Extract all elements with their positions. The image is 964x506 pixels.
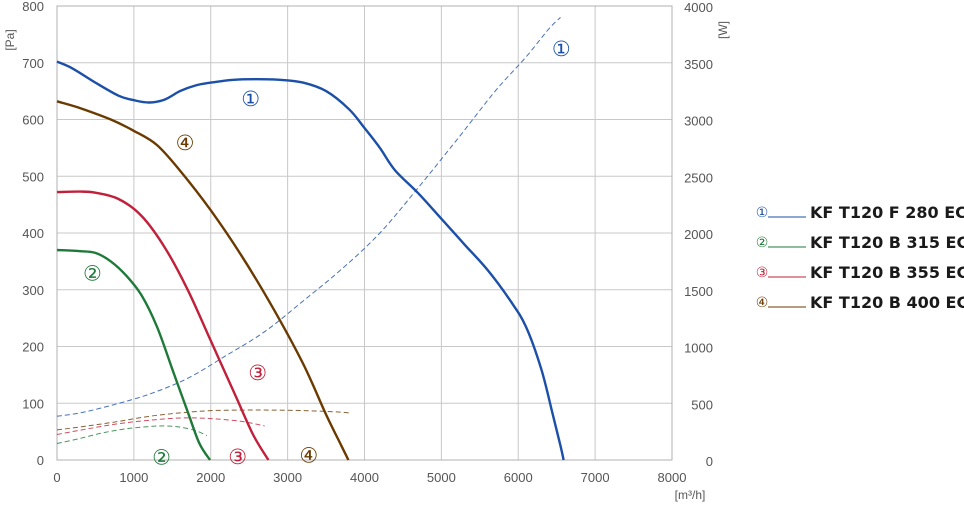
right-axis-ticks: 0 500 1000 1500 2000 2500 3000 3500 4000 [684, 0, 713, 469]
power-curve-2 [56, 425, 208, 444]
power-curve-label-1: ① [552, 37, 571, 61]
legend: ① KF T120 F 280 EC ② KF T120 B 315 EC ③ KF T1… [756, 203, 964, 312]
right-tick-label: 3500 [684, 57, 713, 72]
pressure-curve-label-4: ④ [176, 131, 195, 155]
right-tick-label: 0 [706, 454, 713, 469]
left-axis-ticks: 0 100 200 300 400 500 600 700 800 [22, 0, 44, 468]
pressure-curve-label-2: ② [83, 262, 102, 286]
power-curve-label-4: ④ [299, 443, 318, 467]
pressure-curve-1 [56, 60, 565, 461]
x-tick-label: 8000 [658, 470, 687, 485]
pressure-curve-2 [56, 248, 212, 461]
power-curve-label-2: ② [152, 446, 171, 470]
left-tick-label: 500 [22, 169, 44, 184]
legend-marker-1: ① [756, 205, 769, 221]
right-tick-label: 1500 [684, 284, 713, 299]
x-tick-label: 0 [53, 470, 60, 485]
x-tick-label: 5000 [427, 470, 456, 485]
left-tick-label: 600 [22, 113, 44, 128]
x-tick-label: 7000 [581, 470, 610, 485]
right-tick-label: 1000 [684, 341, 713, 356]
legend-label-2: KF T120 B 315 EC [810, 233, 964, 252]
legend-label-3: KF T120 B 355 EC [810, 263, 964, 282]
left-tick-label: 200 [22, 340, 44, 355]
legend-label-4: KF T120 B 400 EC [810, 293, 964, 312]
x-axis-unit: [m³/h] [675, 488, 706, 502]
right-tick-label: 3000 [684, 114, 713, 129]
left-tick-label: 400 [22, 226, 44, 241]
left-tick-label: 300 [22, 283, 44, 298]
curve-labels: ① ① ② ② ③ ③ ④ ④ [83, 37, 571, 470]
pressure-curve-label-3: ③ [248, 361, 267, 385]
x-tick-label: 1000 [119, 470, 148, 485]
left-tick-label: 0 [37, 453, 44, 468]
power-curves [56, 17, 561, 444]
legend-marker-2: ② [756, 235, 769, 251]
left-tick-label: 100 [22, 396, 44, 411]
right-tick-label: 4000 [684, 0, 713, 15]
x-tick-label: 3000 [273, 470, 302, 485]
legend-label-1: KF T120 F 280 EC [810, 203, 964, 222]
power-curve-3 [56, 417, 265, 435]
power-curve-label-3: ③ [228, 445, 247, 469]
left-tick-label: 800 [22, 0, 44, 14]
right-tick-label: 2000 [684, 227, 713, 242]
plot-border [56, 5, 673, 461]
power-curve-1 [56, 17, 561, 417]
left-tick-label: 700 [22, 56, 44, 71]
grid [56, 5, 673, 461]
legend-marker-4: ④ [756, 295, 769, 311]
pressure-curve-3 [56, 190, 270, 461]
right-axis-unit: [W] [716, 21, 730, 39]
right-tick-label: 2500 [684, 170, 713, 185]
right-tick-label: 500 [691, 397, 713, 412]
legend-marker-3: ③ [756, 265, 769, 281]
x-tick-label: 4000 [350, 470, 379, 485]
left-axis-unit: [Pa] [3, 29, 17, 50]
pressure-curves [56, 60, 565, 461]
pressure-curve-label-1: ① [241, 87, 260, 111]
pressure-curve-4 [56, 100, 350, 461]
power-curve-4 [56, 409, 350, 431]
x-tick-label: 2000 [196, 470, 225, 485]
x-tick-label: 6000 [504, 470, 533, 485]
plot-frame [56, 5, 673, 461]
x-axis-ticks: 0 1000 2000 3000 4000 5000 6000 7000 8000 [53, 470, 686, 485]
